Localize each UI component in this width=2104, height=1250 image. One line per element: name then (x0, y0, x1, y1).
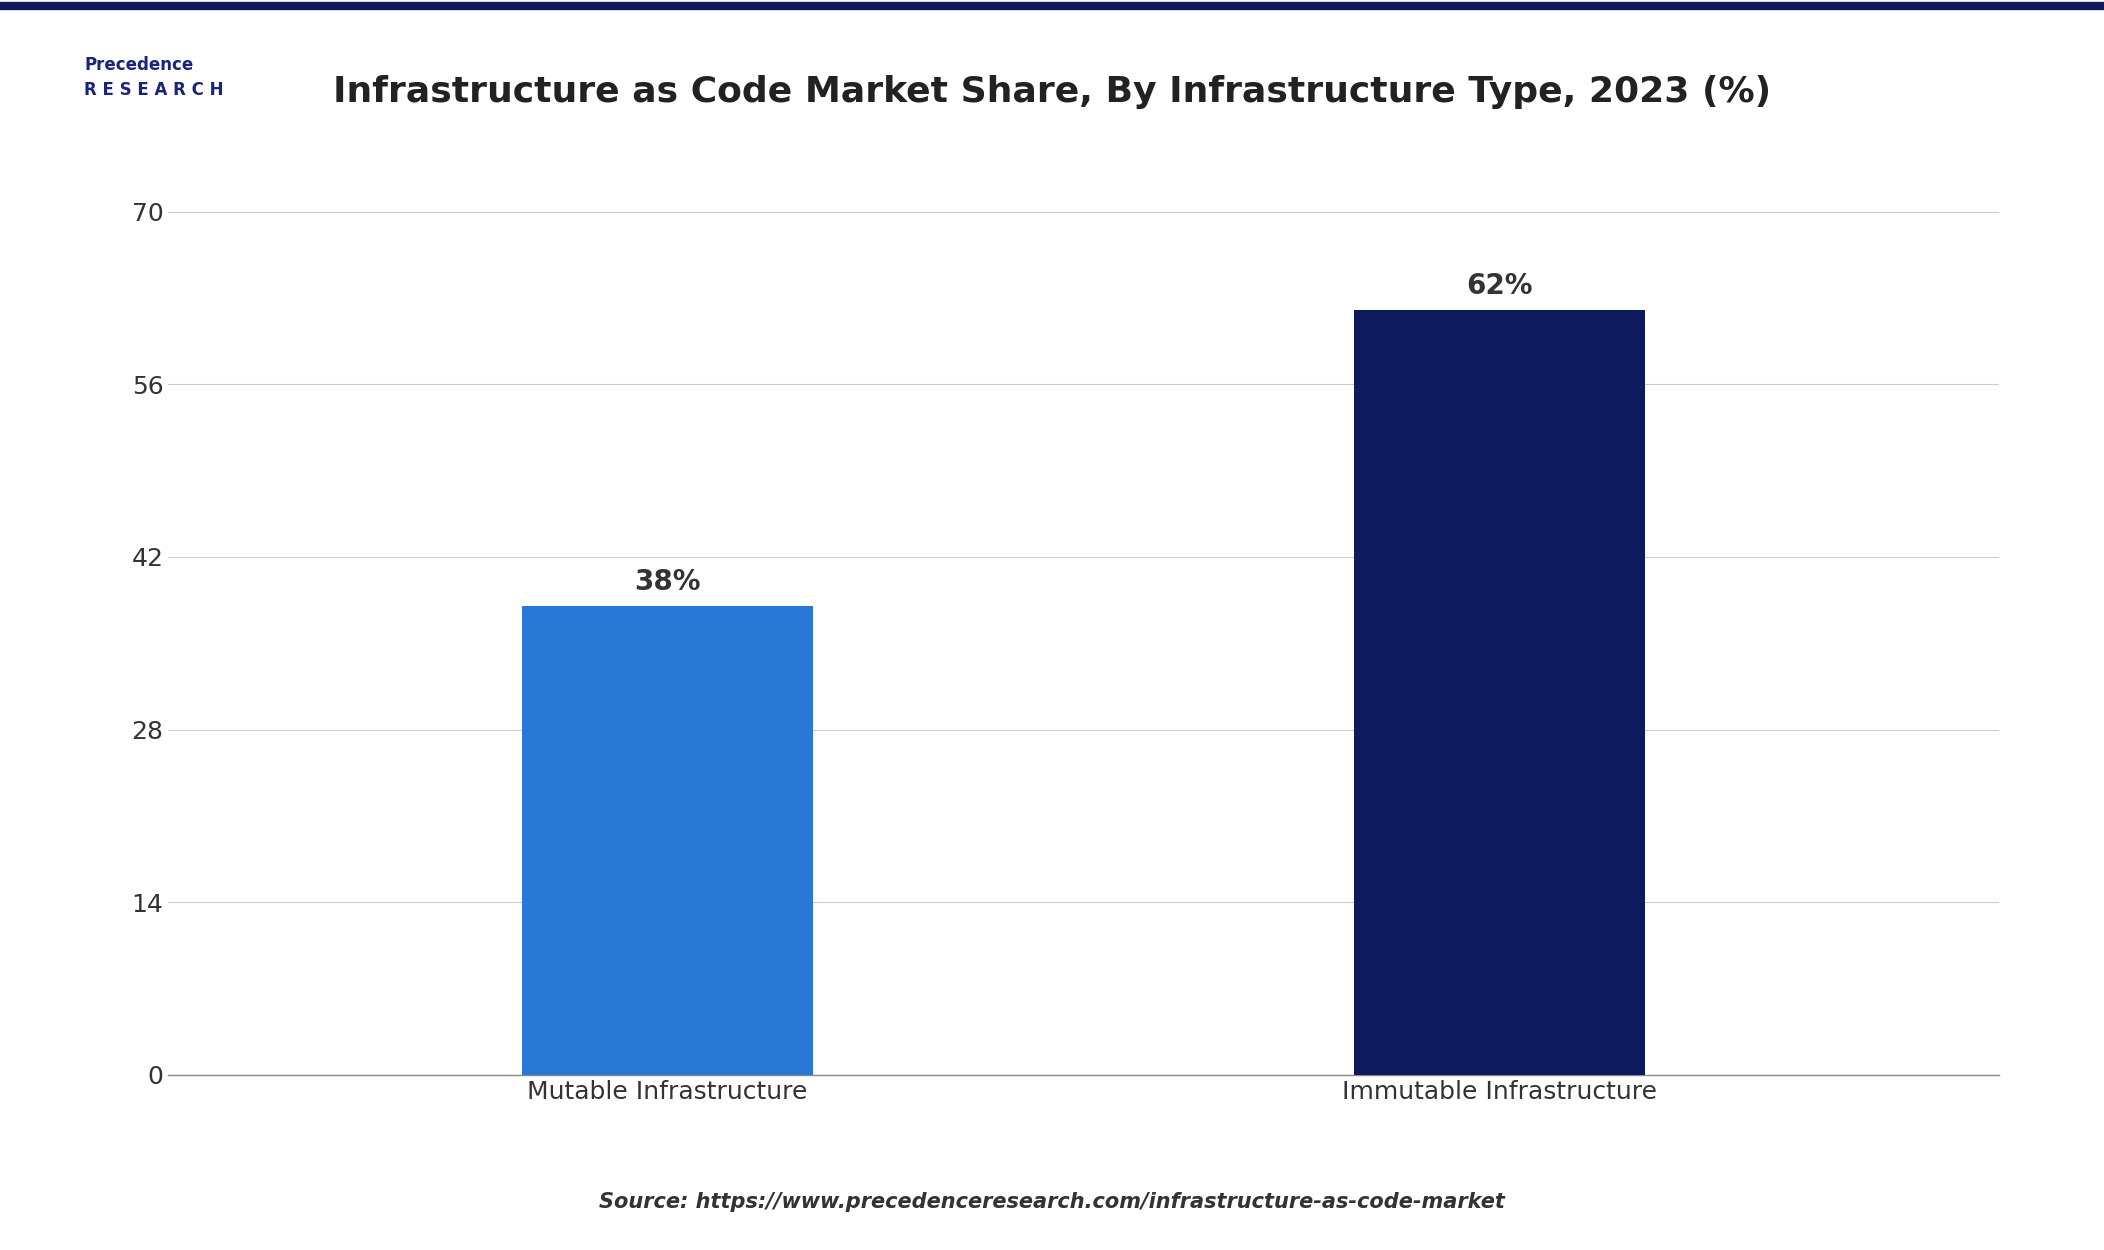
Text: Infrastructure as Code Market Share, By Infrastructure Type, 2023 (%): Infrastructure as Code Market Share, By … (332, 75, 1772, 109)
Bar (522, 606, 812, 1075)
Text: 62%: 62% (1466, 272, 1534, 300)
Text: Precedence
R E S E A R C H: Precedence R E S E A R C H (84, 56, 223, 99)
Bar (1355, 310, 1645, 1075)
Text: Source: https://www.precedenceresearch.com/infrastructure-as-code-market: Source: https://www.precedenceresearch.c… (600, 1192, 1504, 1212)
Text: 38%: 38% (633, 569, 701, 596)
